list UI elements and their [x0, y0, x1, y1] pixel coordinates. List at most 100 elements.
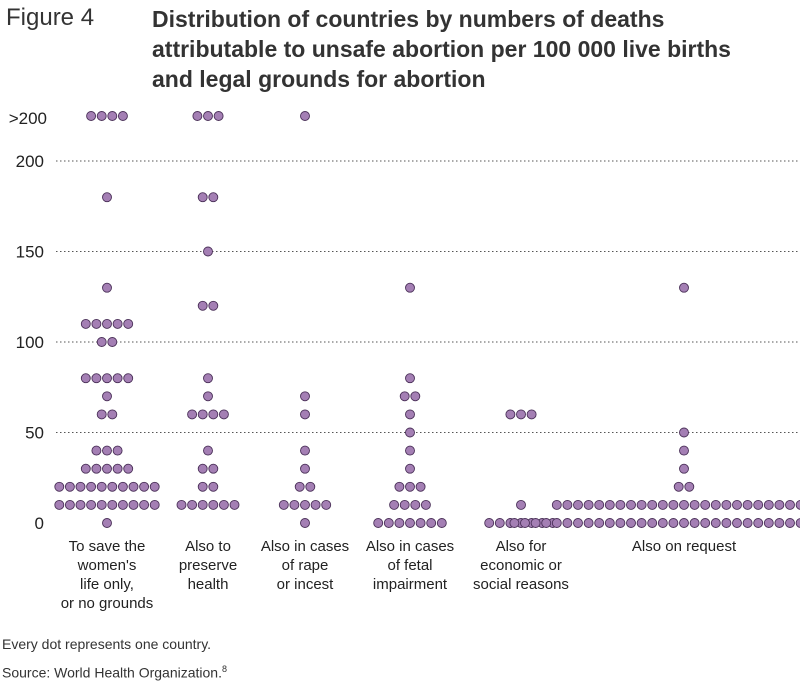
category-label: of rape — [282, 557, 329, 574]
data-dot — [373, 518, 384, 528]
data-dot — [516, 409, 526, 420]
data-dot — [197, 409, 208, 420]
data-dot — [305, 481, 316, 492]
data-dot — [128, 481, 139, 492]
data-dot — [668, 499, 679, 510]
data-dot — [684, 481, 695, 492]
data-dot — [700, 518, 711, 528]
data-dot — [626, 499, 636, 510]
data-dot — [583, 499, 594, 510]
data-dot — [197, 300, 208, 311]
data-dot — [102, 463, 112, 474]
category-label: women's — [77, 557, 137, 574]
category-label: or incest — [277, 576, 335, 593]
data-dot — [562, 499, 573, 510]
data-dot — [75, 481, 86, 492]
data-dot — [117, 499, 128, 510]
dot-plot-chart: 0 50 100 150 200 >200 To save the women's life … — [9, 109, 800, 612]
data-dot — [604, 518, 615, 528]
data-dot — [91, 318, 102, 329]
data-dot — [647, 499, 658, 510]
data-dot — [107, 499, 118, 510]
data-dot — [389, 499, 400, 510]
data-dot — [91, 445, 102, 456]
data-dot — [203, 373, 213, 384]
data-dot — [112, 445, 123, 456]
figure-title-line: Distribution of countries by numbers of … — [152, 6, 665, 32]
y-tick-label: 100 — [16, 333, 44, 352]
data-dot — [300, 409, 310, 420]
data-dot — [208, 499, 219, 510]
data-dot — [112, 373, 123, 384]
data-dot — [102, 282, 112, 293]
data-dot — [509, 518, 520, 528]
data-dot — [785, 518, 795, 528]
data-dot — [774, 518, 785, 528]
category-labels: To save the women's life only, or no ground… — [61, 538, 737, 612]
data-dot — [679, 427, 689, 438]
category-label: Also to — [185, 538, 231, 555]
data-dot — [399, 391, 410, 402]
data-dot — [102, 373, 112, 384]
data-dot — [117, 111, 128, 121]
data-dot — [96, 499, 107, 510]
data-dot — [673, 481, 684, 492]
data-dot — [795, 518, 800, 528]
data-dot — [123, 373, 134, 384]
data-dot — [636, 518, 647, 528]
data-dot — [604, 499, 615, 510]
data-dot — [96, 481, 107, 492]
data-dot — [107, 111, 118, 121]
data-dot — [573, 518, 583, 528]
data-dot — [753, 499, 764, 510]
chart-note: Every dot represents one country. — [2, 636, 212, 652]
data-dot — [405, 445, 415, 456]
data-dot — [176, 499, 187, 510]
data-dot — [197, 192, 208, 203]
y-tick-label: 200 — [16, 152, 44, 171]
data-dot — [732, 499, 742, 510]
category-label: of fetal — [387, 557, 432, 574]
data-dot — [679, 463, 689, 474]
data-dot — [96, 337, 107, 347]
data-dot — [415, 518, 426, 528]
data-dot — [203, 391, 213, 402]
data-dot — [139, 481, 150, 492]
data-dot — [54, 481, 65, 492]
data-dot — [689, 499, 700, 510]
data-dot — [420, 499, 431, 510]
data-dot — [394, 518, 405, 528]
data-dot — [123, 463, 134, 474]
figure-title: Distribution of countries by numbers of … — [152, 4, 792, 94]
data-dot — [700, 499, 711, 510]
data-dot — [102, 192, 112, 203]
data-dot — [112, 318, 123, 329]
data-dot — [112, 463, 123, 474]
data-dot — [64, 481, 75, 492]
data-dot — [107, 337, 118, 347]
category-label: Also in cases — [366, 538, 454, 555]
data-dot — [208, 409, 219, 420]
data-dot — [91, 463, 102, 474]
data-dot — [679, 499, 689, 510]
data-dot — [657, 499, 668, 510]
data-dot — [123, 318, 134, 329]
data-dot — [394, 481, 405, 492]
data-dot — [96, 409, 107, 420]
data-dot — [300, 463, 310, 474]
category-label: or no grounds — [61, 595, 154, 612]
data-dot — [520, 518, 530, 528]
data-dot — [80, 373, 91, 384]
data-dot — [149, 499, 160, 510]
data-dot — [96, 111, 107, 121]
data-dot — [626, 518, 636, 528]
y-tick-label: 50 — [25, 424, 44, 443]
data-dot — [54, 499, 65, 510]
data-dot — [102, 445, 112, 456]
data-dot — [128, 499, 139, 510]
data-dot — [405, 282, 415, 293]
data-dot — [80, 463, 91, 474]
data-dot — [300, 499, 310, 510]
data-dot — [742, 518, 753, 528]
category-label: preserve — [179, 557, 237, 574]
